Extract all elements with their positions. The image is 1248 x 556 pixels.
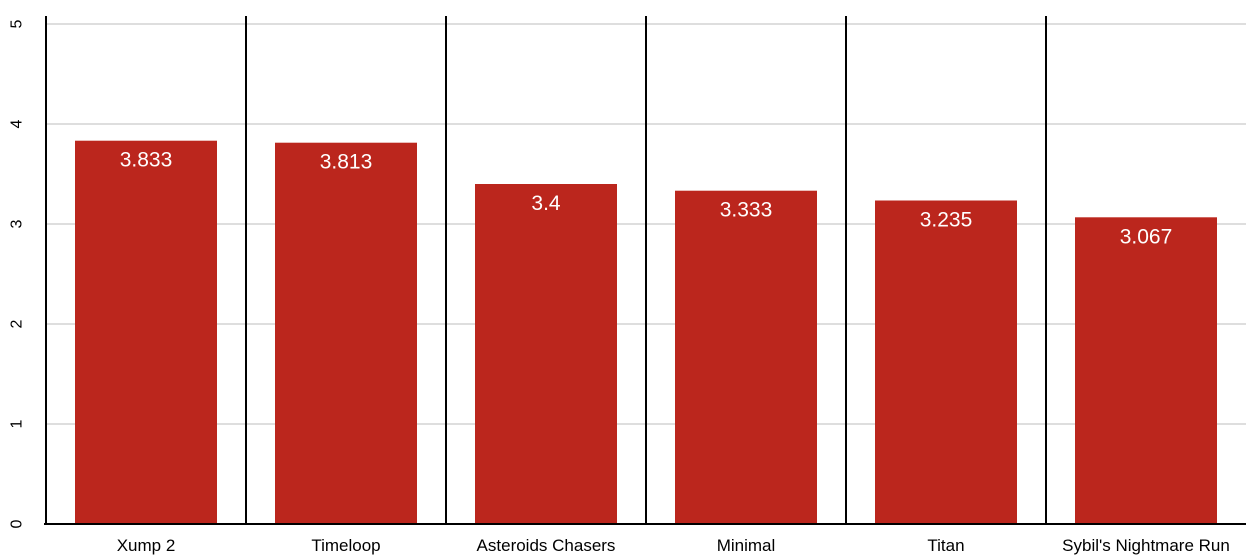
x-tick-label: Sybil's Nightmare Run — [1062, 536, 1230, 555]
y-tick-label: 3 — [9, 219, 26, 228]
bar-value-label: 3.333 — [720, 199, 773, 222]
x-tick-label: Xump 2 — [117, 536, 176, 555]
bar-value-label: 3.067 — [1120, 225, 1173, 248]
bar — [875, 200, 1017, 524]
x-tick-label: Titan — [927, 536, 964, 555]
bar-value-label: 3.235 — [920, 209, 973, 232]
y-tick-label: 4 — [9, 119, 26, 128]
y-tick-label: 5 — [9, 19, 26, 28]
bar — [1075, 217, 1217, 525]
bar-value-label: 3.833 — [120, 149, 173, 172]
x-axis-ticks: Xump 2 Timeloop Asteroids Chasers Minimal Ti… — [117, 536, 1230, 555]
bars — [75, 140, 1217, 525]
y-axis-ticks: 0 1 2 3 4 5 — [9, 19, 26, 528]
bar — [75, 140, 217, 524]
category-separators — [45, 16, 1047, 524]
y-tick-label: 1 — [9, 419, 26, 428]
y-tick-label: 0 — [9, 519, 26, 528]
bar-value-label: 3.813 — [320, 151, 373, 174]
bar — [475, 184, 617, 524]
x-tick-label: Minimal — [717, 536, 776, 555]
x-tick-label: Asteroids Chasers — [477, 536, 616, 555]
bar-value-labels: 3.833 3.813 3.4 3.333 3.235 3.067 — [120, 149, 1173, 249]
y-tick-label: 2 — [9, 319, 26, 328]
x-tick-label: Timeloop — [311, 536, 380, 555]
bar — [275, 142, 417, 524]
bar — [675, 190, 817, 524]
bar-value-label: 3.4 — [531, 192, 561, 215]
